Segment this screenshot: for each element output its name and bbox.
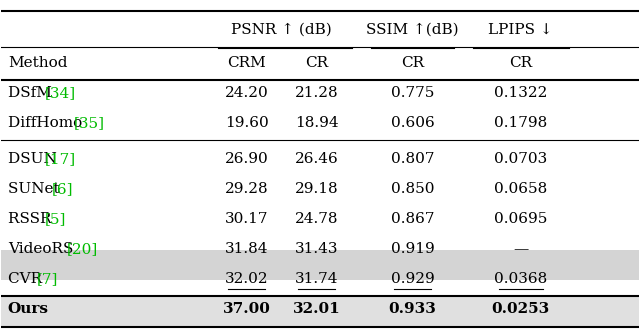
Text: 0.850: 0.850	[390, 182, 434, 196]
Text: 29.18: 29.18	[295, 182, 339, 196]
Text: 19.60: 19.60	[225, 116, 269, 130]
Text: SSIM ↑(dB): SSIM ↑(dB)	[366, 22, 459, 36]
Text: Method: Method	[8, 56, 67, 70]
Text: 26.90: 26.90	[225, 152, 269, 166]
Text: CRM: CRM	[227, 56, 266, 70]
Text: 0.867: 0.867	[390, 212, 434, 226]
Text: 29.28: 29.28	[225, 182, 269, 196]
Text: DSfM: DSfM	[8, 86, 56, 100]
Text: 0.0703: 0.0703	[494, 152, 547, 166]
Text: 0.0658: 0.0658	[494, 182, 547, 196]
Text: VideoRS: VideoRS	[8, 242, 78, 256]
Text: LPIPS ↓: LPIPS ↓	[488, 22, 553, 36]
Text: 0.775: 0.775	[390, 86, 434, 100]
Text: 0.807: 0.807	[390, 152, 434, 166]
Text: [7]: [7]	[37, 272, 58, 286]
Text: DSUN: DSUN	[8, 152, 61, 166]
Text: Ours: Ours	[8, 302, 49, 316]
Text: 32.01: 32.01	[293, 302, 340, 316]
Text: PSNR ↑ (dB): PSNR ↑ (dB)	[232, 22, 332, 36]
Bar	[1, 296, 639, 327]
Text: —: —	[513, 242, 529, 256]
Text: 26.46: 26.46	[295, 152, 339, 166]
Text: 0.606: 0.606	[390, 116, 435, 130]
Text: 24.20: 24.20	[225, 86, 269, 100]
Text: [20]: [20]	[67, 242, 98, 256]
Text: [6]: [6]	[52, 182, 73, 196]
Text: 0.919: 0.919	[390, 242, 435, 256]
Text: 0.0253: 0.0253	[492, 302, 550, 316]
Text: 18.94: 18.94	[295, 116, 339, 130]
Text: 0.0695: 0.0695	[494, 212, 547, 226]
Text: SUNet: SUNet	[8, 182, 64, 196]
Text: 30.17: 30.17	[225, 212, 268, 226]
Text: CR: CR	[305, 56, 328, 70]
Text: 0.1322: 0.1322	[494, 86, 547, 100]
Text: RSSR: RSSR	[8, 212, 56, 226]
Text: 0.933: 0.933	[388, 302, 436, 316]
Text: 31.43: 31.43	[295, 242, 339, 256]
Text: [35]: [35]	[74, 116, 105, 130]
Text: CR: CR	[401, 56, 424, 70]
Text: 31.74: 31.74	[295, 272, 339, 286]
Text: DiffHomo: DiffHomo	[8, 116, 87, 130]
Text: [34]: [34]	[44, 86, 76, 100]
Bar	[1, 250, 639, 280]
Text: 0.929: 0.929	[390, 272, 435, 286]
Text: 0.0368: 0.0368	[494, 272, 547, 286]
Text: 31.84: 31.84	[225, 242, 268, 256]
Text: CR: CR	[509, 56, 532, 70]
Text: CVR: CVR	[8, 272, 47, 286]
Text: [17]: [17]	[44, 152, 76, 166]
Text: 37.00: 37.00	[223, 302, 271, 316]
Text: [5]: [5]	[44, 212, 66, 226]
Text: 24.78: 24.78	[295, 212, 339, 226]
Text: 0.1798: 0.1798	[494, 116, 547, 130]
Text: 32.02: 32.02	[225, 272, 269, 286]
Text: 21.28: 21.28	[295, 86, 339, 100]
